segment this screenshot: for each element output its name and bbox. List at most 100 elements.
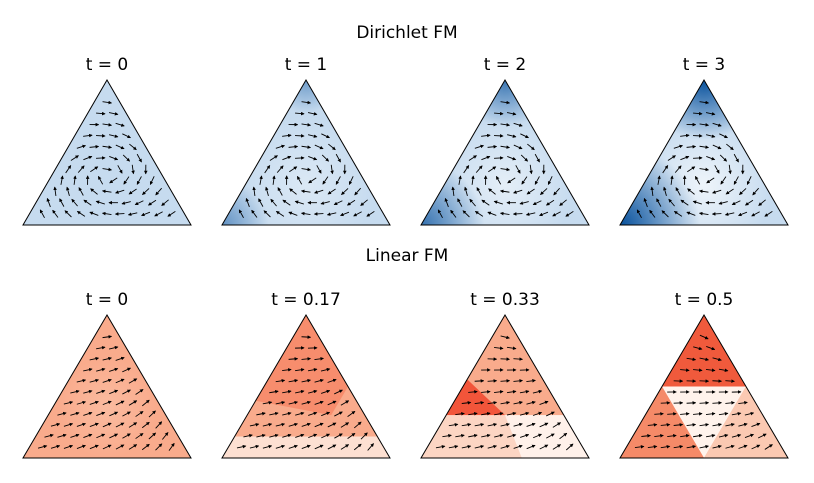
- flow-arrow: [692, 200, 702, 205]
- panel: [222, 315, 390, 458]
- flow-arrow: [705, 412, 716, 416]
- flow-arrow: [493, 200, 503, 205]
- flow-arrow: [340, 400, 350, 406]
- flow-arrow: [487, 422, 498, 427]
- flow-arrow: [705, 112, 716, 116]
- flow-arrow: [83, 155, 93, 161]
- flow-arrow: [494, 111, 504, 116]
- flow-arrow: [102, 400, 112, 406]
- flow-arrow: [275, 210, 285, 217]
- flow-arrow: [276, 165, 284, 173]
- density-shade: [236, 115, 376, 225]
- flow-arrow: [127, 212, 138, 216]
- flow-arrow: [115, 189, 125, 194]
- flow-arrow: [513, 422, 523, 427]
- flow-arrow: [282, 389, 292, 394]
- flow-arrow: [314, 144, 324, 150]
- flow-arrow: [327, 422, 337, 428]
- region: [505, 415, 589, 458]
- flow-arrow: [245, 197, 250, 208]
- flow-arrow: [673, 444, 684, 449]
- flow-arrow: [50, 444, 61, 449]
- flow-arrow: [148, 410, 156, 418]
- flow-arrow: [115, 422, 125, 428]
- flow-arrow: [340, 211, 350, 217]
- flow-arrow: [83, 199, 92, 206]
- flow-arrow: [507, 177, 516, 184]
- flow-arrow: [155, 187, 162, 196]
- flow-arrow: [57, 433, 67, 438]
- panel-title: t = 0: [86, 55, 129, 75]
- flow-arrow: [698, 211, 709, 216]
- flow-arrow: [525, 212, 536, 216]
- flow-arrow: [718, 433, 729, 438]
- flow-arrow: [76, 210, 86, 217]
- flow-arrow: [326, 212, 337, 216]
- flow-arrow: [738, 422, 748, 427]
- flow-arrow: [663, 186, 667, 196]
- flow-arrow: [712, 379, 723, 383]
- flow-arrow: [122, 433, 131, 439]
- region: [255, 315, 348, 416]
- flow-arrow: [115, 444, 125, 450]
- flow-arrow: [335, 153, 341, 163]
- flow-arrow: [513, 357, 524, 361]
- flow-arrow: [746, 176, 752, 185]
- flow-arrow: [115, 356, 125, 361]
- flow-arrow: [89, 444, 99, 450]
- flow-arrow: [308, 411, 318, 416]
- flow-arrow: [161, 199, 169, 206]
- flow-arrow: [288, 357, 299, 361]
- flow-arrow: [109, 389, 119, 395]
- flow-arrow: [155, 443, 163, 451]
- flow-arrow: [698, 189, 709, 194]
- flow-arrow: [693, 433, 703, 438]
- flow-arrow: [712, 144, 722, 150]
- flow-arrow: [109, 367, 119, 372]
- flow-arrow: [752, 187, 759, 196]
- flow-arrow: [295, 411, 305, 416]
- flow-arrow: [321, 133, 330, 139]
- flow-arrow: [73, 175, 77, 185]
- flow-arrow: [457, 198, 463, 207]
- flow-arrow: [455, 433, 465, 438]
- flow-arrow: [353, 211, 362, 217]
- flow-arrow: [340, 444, 350, 450]
- simplex-outline: [22, 314, 192, 459]
- flow-arrow: [539, 422, 549, 428]
- flow-arrow: [471, 175, 475, 185]
- flow-arrow: [481, 133, 491, 138]
- flow-arrow: [296, 175, 303, 185]
- flow-arrow: [314, 422, 324, 428]
- flow-arrow: [129, 143, 137, 151]
- flow-arrow: [513, 400, 523, 405]
- flow-arrow: [553, 187, 560, 196]
- flow-arrow: [699, 167, 710, 172]
- flow-arrow: [301, 123, 312, 127]
- flow-arrow: [519, 433, 530, 438]
- flow-arrow: [488, 188, 496, 195]
- flow-arrow: [686, 144, 697, 149]
- flow-arrow: [520, 133, 529, 139]
- row-title: Linear FM: [366, 246, 449, 266]
- flow-arrow: [236, 444, 247, 449]
- flow-arrow: [481, 411, 491, 416]
- flow-arrow: [499, 211, 510, 216]
- panel: [620, 80, 788, 225]
- flow-arrow: [500, 335, 510, 340]
- flow-arrow: [71, 198, 78, 207]
- flow-arrow: [468, 390, 478, 394]
- flow-arrow: [115, 400, 125, 406]
- flow-arrow: [435, 444, 446, 449]
- flow-arrow: [269, 433, 279, 438]
- flow-arrow: [481, 155, 491, 161]
- region: [446, 379, 505, 416]
- flow-arrow: [328, 143, 336, 151]
- flow-arrow: [83, 367, 93, 372]
- flow-arrow: [547, 176, 553, 185]
- flow-arrow: [115, 378, 125, 384]
- flow-arrow: [108, 345, 119, 350]
- flow-arrow: [78, 187, 84, 196]
- flow-arrow: [295, 111, 305, 116]
- flow-arrow: [149, 176, 155, 185]
